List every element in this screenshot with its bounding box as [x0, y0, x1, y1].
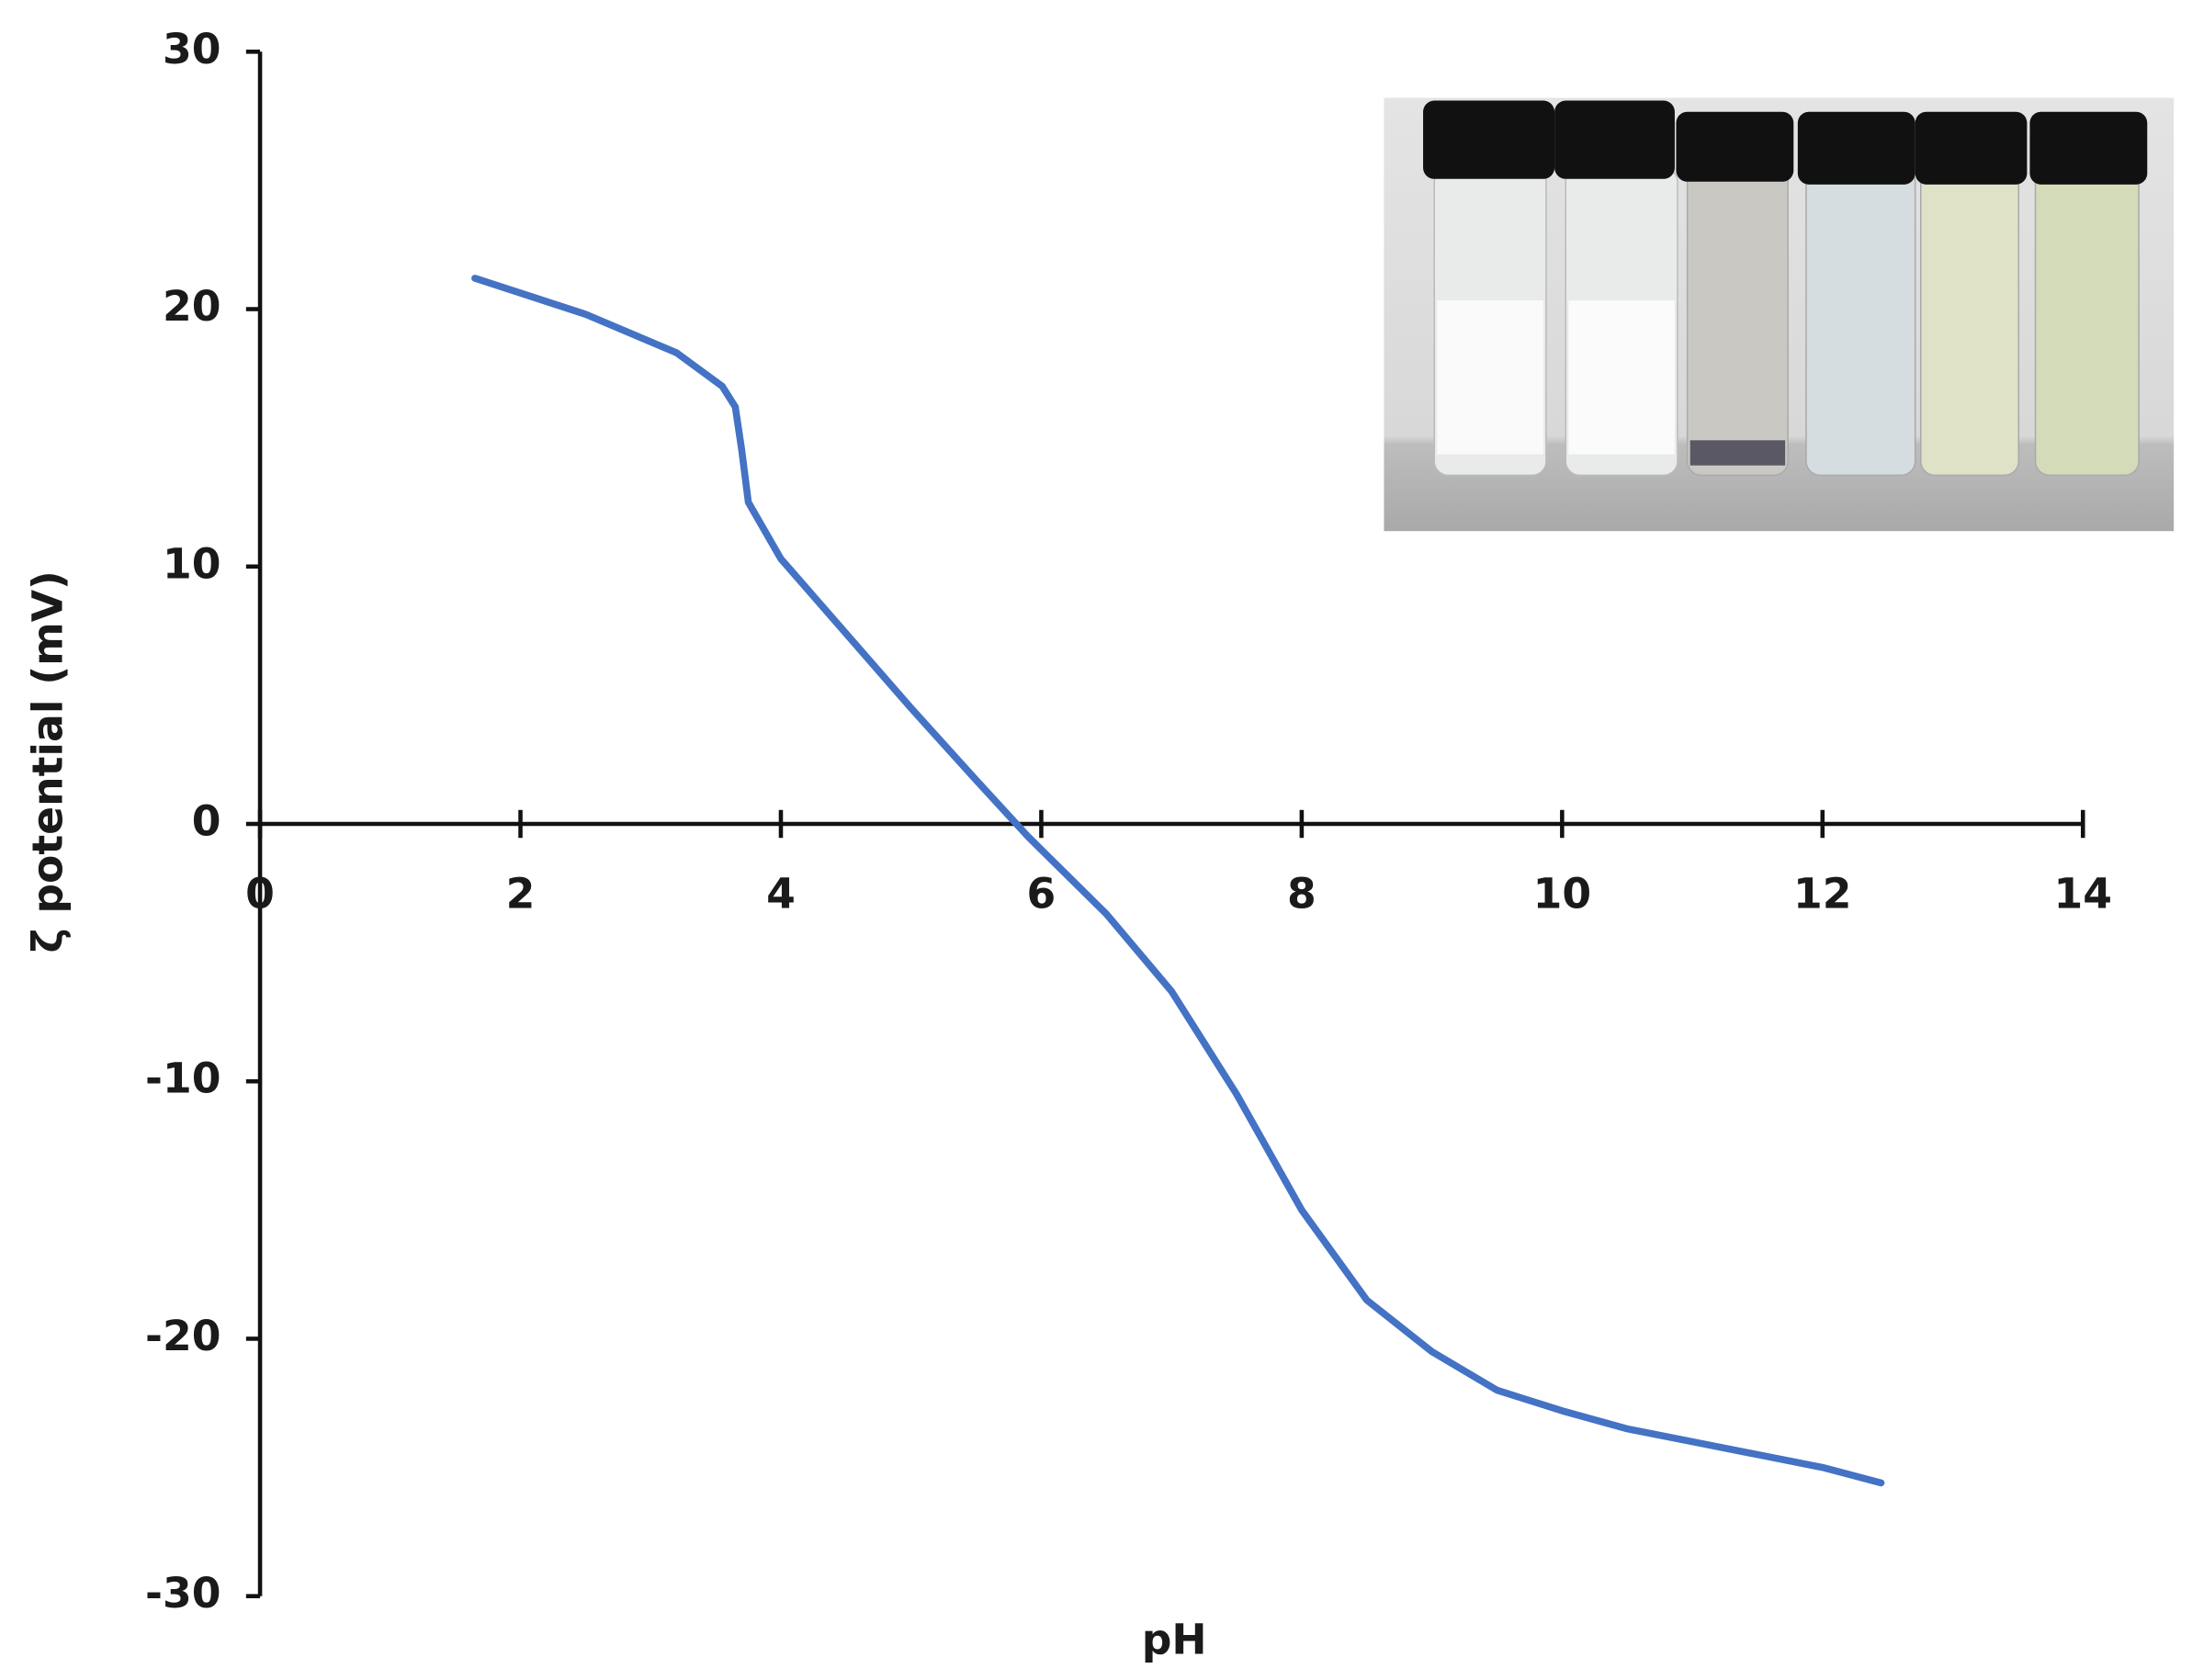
- y-axis-label: ζ potential (mV): [23, 570, 72, 953]
- y-tick-label: 0: [192, 797, 221, 846]
- x-axis-label: pH: [1142, 1615, 1207, 1663]
- y-tick-label: -30: [145, 1569, 220, 1618]
- y-tick-label: 10: [163, 539, 221, 588]
- x-tick-label: 2: [506, 870, 536, 919]
- x-tick-label: 4: [766, 870, 796, 919]
- x-tick-label: 12: [1793, 870, 1852, 919]
- y-tick-label: -10: [145, 1054, 220, 1103]
- x-tick-label: 14: [2054, 870, 2113, 919]
- x-tick-label: 6: [1027, 870, 1056, 919]
- x-tick-label: 10: [1533, 870, 1592, 919]
- data-line: [471, 275, 1885, 1487]
- x-tick-label: 8: [1287, 870, 1316, 919]
- x-tick-label: 0: [245, 870, 275, 919]
- y-tick-label: -20: [145, 1312, 220, 1360]
- y-tick-label: 30: [163, 25, 221, 73]
- inset-photo: [1384, 97, 2175, 532]
- y-tick-label: 20: [163, 282, 221, 331]
